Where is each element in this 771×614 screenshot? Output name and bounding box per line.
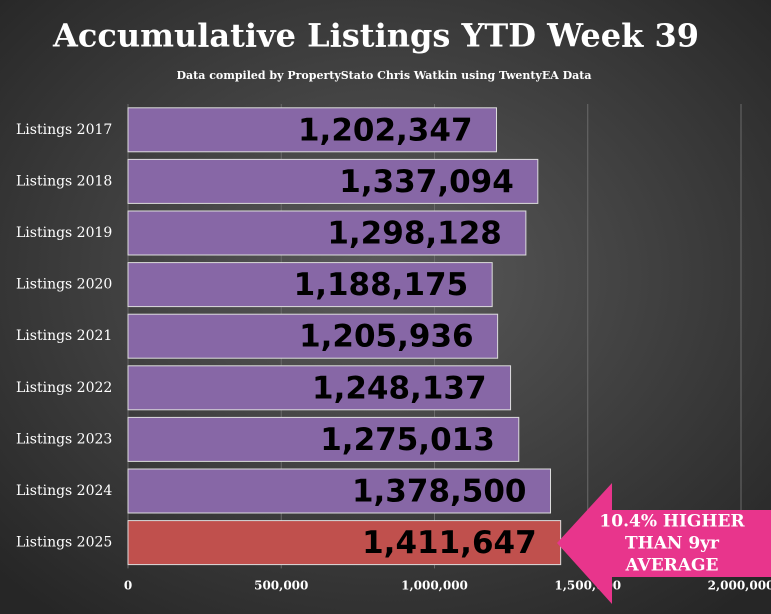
value-label: 1,298,128 <box>327 216 502 252</box>
bar <box>127 210 527 256</box>
bar <box>127 158 539 204</box>
value-label: 1,337,094 <box>339 164 514 200</box>
y-tick-label: Listings 2022 <box>16 380 112 396</box>
x-tick-label: 500,000 <box>254 579 308 593</box>
value-label: 1,275,013 <box>320 422 495 458</box>
value-label: 1,411,647 <box>362 525 537 561</box>
value-label: 1,248,137 <box>312 370 487 406</box>
y-tick-label: Listings 2019 <box>16 225 112 241</box>
callout-text: THAN 9yr <box>625 534 720 554</box>
chart-subtitle: Data compiled by PropertyStato Chris Wat… <box>176 69 591 82</box>
y-tick-label: Listings 2017 <box>16 122 112 138</box>
y-tick-label: Listings 2023 <box>16 431 112 447</box>
callout-text: AVERAGE <box>625 556 719 576</box>
value-label: 1,202,347 <box>298 112 473 148</box>
bar <box>127 107 498 153</box>
callout-arrow <box>557 483 771 604</box>
bar <box>127 416 520 462</box>
x-tick-label: 0 <box>124 579 132 593</box>
chart-title: Accumulative Listings YTD Week 39 <box>52 17 699 55</box>
y-tick-label: Listings 2020 <box>16 277 112 293</box>
value-label: 1,188,175 <box>294 267 469 303</box>
bar <box>127 468 552 514</box>
bar <box>127 262 493 308</box>
y-tick-label: Listings 2021 <box>16 328 112 344</box>
value-label: 1,205,936 <box>299 319 474 355</box>
value-label: 1,378,500 <box>352 474 527 510</box>
x-tick-label: 1,000,000 <box>401 579 468 593</box>
x-tick-label: 2,000,000 <box>708 579 771 593</box>
bar <box>127 520 562 566</box>
y-tick-label: Listings 2018 <box>16 173 112 189</box>
y-tick-label: Listings 2024 <box>16 483 112 499</box>
bar <box>127 313 499 359</box>
y-tick-label: Listings 2025 <box>16 535 112 551</box>
callout-text: 10.4% HIGHER <box>599 512 745 532</box>
bar <box>127 365 512 411</box>
